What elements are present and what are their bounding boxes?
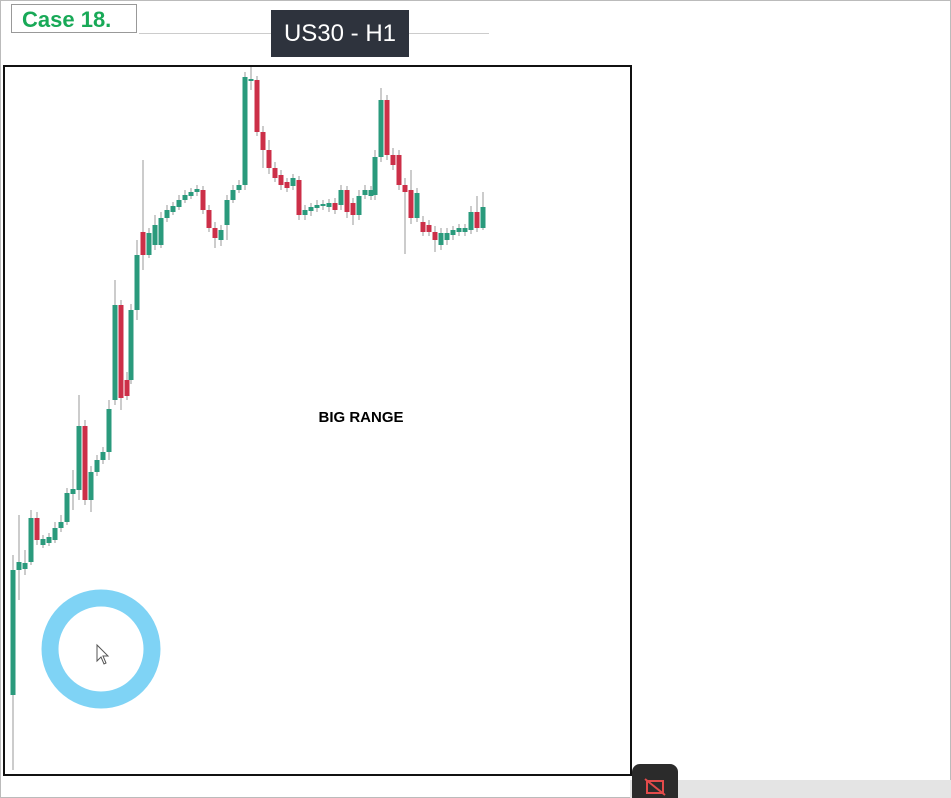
candle-body bbox=[344, 190, 350, 212]
candle-body bbox=[450, 230, 456, 235]
candle-body bbox=[40, 539, 46, 545]
bottom-bar bbox=[630, 780, 951, 798]
candle-body bbox=[468, 212, 474, 230]
candle-body bbox=[34, 518, 40, 540]
candle-body bbox=[118, 305, 124, 398]
camera-off-button[interactable] bbox=[632, 764, 678, 798]
candle-body bbox=[326, 203, 332, 207]
candle-body bbox=[462, 228, 468, 232]
candle-body bbox=[372, 157, 378, 195]
candle-body bbox=[182, 195, 188, 200]
annotation: BIG RANGE bbox=[318, 409, 403, 426]
candle-body bbox=[22, 563, 28, 569]
candle-body bbox=[140, 232, 146, 255]
candle-body bbox=[206, 210, 212, 228]
candle-body bbox=[444, 233, 450, 240]
candle-body bbox=[146, 233, 152, 255]
symbol-label: US30 - H1 bbox=[271, 10, 409, 57]
candle-body bbox=[308, 207, 314, 211]
candle-body bbox=[350, 203, 356, 215]
chart-frame bbox=[3, 65, 632, 776]
candle-body bbox=[426, 225, 432, 232]
candle-body bbox=[64, 493, 70, 522]
candle-body bbox=[362, 190, 368, 195]
candle-body bbox=[390, 155, 396, 165]
candle-body bbox=[320, 204, 326, 206]
candle-body bbox=[438, 233, 444, 245]
candle-body bbox=[254, 80, 260, 132]
candle-body bbox=[396, 155, 402, 185]
candle-body bbox=[474, 212, 480, 228]
candle-body bbox=[128, 310, 134, 380]
candle-body bbox=[420, 222, 426, 232]
candle-body bbox=[338, 190, 344, 205]
candle-body bbox=[456, 228, 462, 232]
candle-body bbox=[218, 230, 224, 240]
candle-body bbox=[332, 203, 338, 210]
candle-body bbox=[112, 305, 118, 400]
candle-body bbox=[176, 200, 182, 207]
candle-body bbox=[76, 426, 82, 490]
candle-body bbox=[480, 207, 486, 228]
candle-body bbox=[88, 472, 94, 500]
candle-body bbox=[94, 460, 100, 472]
candle-body bbox=[106, 409, 112, 452]
candle-body bbox=[170, 206, 176, 212]
candle-body bbox=[432, 232, 438, 240]
candle-body bbox=[212, 228, 218, 238]
candle-body bbox=[284, 182, 290, 188]
candle-body bbox=[384, 100, 390, 155]
candle-body bbox=[236, 185, 242, 190]
candle-body bbox=[414, 193, 420, 218]
candle-body bbox=[302, 210, 308, 215]
candle-body bbox=[314, 205, 320, 208]
candle-body bbox=[402, 185, 408, 192]
click-highlight bbox=[41, 589, 161, 709]
candle-body bbox=[278, 175, 284, 185]
candle-body bbox=[242, 77, 248, 185]
candle-body bbox=[230, 190, 236, 200]
candle-body bbox=[368, 190, 374, 196]
candle-body bbox=[70, 489, 76, 494]
candle-body bbox=[28, 518, 34, 562]
icon-shape bbox=[646, 780, 664, 794]
icon bbox=[644, 778, 666, 796]
candle-body bbox=[100, 452, 106, 460]
candle-body bbox=[46, 537, 52, 543]
cursor bbox=[96, 643, 110, 665]
candle-body bbox=[248, 79, 254, 81]
candle-body bbox=[290, 178, 296, 186]
candle-body bbox=[356, 196, 362, 215]
candle-body bbox=[272, 168, 278, 178]
candle-body bbox=[158, 218, 164, 245]
case-label: Case 18. bbox=[11, 4, 137, 33]
candle-body bbox=[52, 528, 58, 540]
candle-body bbox=[152, 225, 158, 245]
candle-body bbox=[124, 380, 130, 396]
candle-body bbox=[296, 180, 302, 215]
candle-body bbox=[408, 190, 414, 218]
candle-body bbox=[134, 255, 140, 310]
candle-body bbox=[188, 192, 194, 196]
candle-body bbox=[194, 189, 200, 192]
candle-body bbox=[10, 570, 16, 695]
candle-body bbox=[164, 210, 170, 218]
candle-body bbox=[200, 190, 206, 210]
candle-body bbox=[266, 150, 272, 168]
candle-body bbox=[224, 200, 230, 225]
candles bbox=[10, 65, 486, 770]
candle-body bbox=[82, 426, 88, 500]
candle-body bbox=[58, 522, 64, 528]
candle-body bbox=[16, 562, 22, 570]
icon-slash bbox=[644, 778, 666, 796]
candle-body bbox=[378, 100, 384, 157]
candle-body bbox=[260, 132, 266, 150]
